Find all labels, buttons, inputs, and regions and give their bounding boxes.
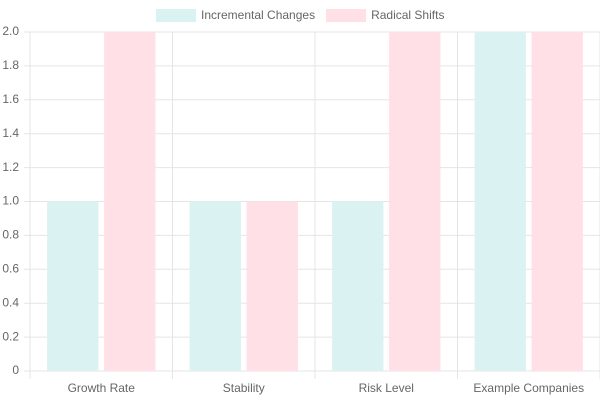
- legend-label: Radical Shifts: [371, 8, 444, 22]
- legend-swatch: [326, 9, 367, 22]
- y-tick-label: 1.6: [2, 92, 19, 106]
- y-tick-label: 0.2: [2, 329, 19, 343]
- x-tick-label: Growth Rate: [68, 381, 136, 395]
- bar: [531, 32, 583, 371]
- y-tick-label: 0.4: [2, 295, 19, 309]
- y-tick-label: 0.6: [2, 261, 19, 275]
- y-tick-label: 1.2: [2, 160, 19, 174]
- bar: [47, 201, 99, 371]
- y-tick-label: 1.0: [2, 194, 19, 208]
- y-tick-label: 1.4: [2, 126, 19, 140]
- bar: [332, 201, 384, 371]
- bar: [246, 201, 298, 371]
- legend-label: Incremental Changes: [201, 8, 315, 22]
- bar: [474, 32, 526, 371]
- legend: Incremental Changes Radical Shifts: [156, 8, 444, 22]
- y-tick-label: 1.8: [2, 58, 19, 72]
- y-tick-label: 0.8: [2, 228, 19, 242]
- x-tick-label: Risk Level: [359, 381, 414, 395]
- legend-swatch: [156, 9, 196, 22]
- y-tick-label: 2.0: [2, 24, 19, 38]
- x-tick-label: Stability: [223, 381, 265, 395]
- bar: [389, 32, 441, 371]
- x-tick-label: Example Companies: [473, 381, 584, 395]
- bar: [189, 201, 241, 371]
- bar: [104, 32, 156, 371]
- y-tick-label: 0: [12, 363, 19, 377]
